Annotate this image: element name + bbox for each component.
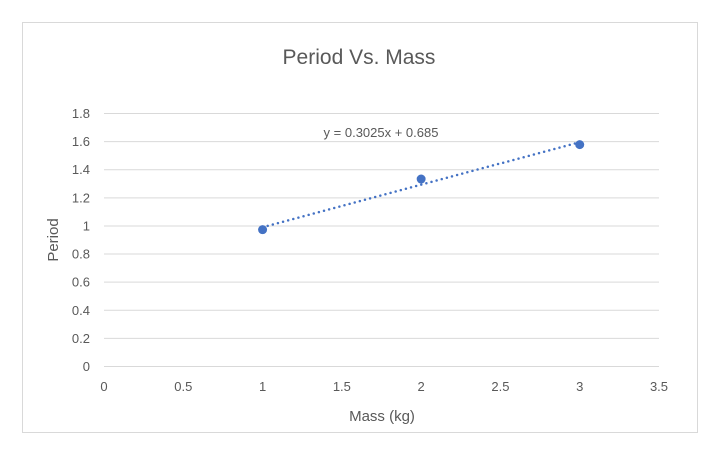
data-point	[575, 140, 585, 150]
y-tick-label: 0	[83, 359, 90, 374]
y-tick-label: 0.8	[72, 247, 90, 262]
x-tick-label: 0.5	[174, 379, 192, 394]
chart-title: Period Vs. Mass	[283, 46, 436, 69]
y-tick-label: 0.4	[72, 303, 90, 318]
x-tick-label: 3.5	[650, 379, 668, 394]
y-tick-label: 1.4	[72, 162, 90, 177]
y-tick-label: 1.2	[72, 190, 90, 205]
x-tick-label: 1.5	[333, 379, 351, 394]
y-tick-label: 0.2	[72, 331, 90, 346]
y-tick-label: 1	[83, 218, 90, 233]
x-tick-label: 2.5	[491, 379, 509, 394]
chart-area-border	[22, 22, 698, 433]
y-tick-label: 1.8	[72, 106, 90, 121]
y-tick-label: 0.6	[72, 275, 90, 290]
trendline-equation: y = 0.3025x + 0.685	[324, 125, 439, 140]
y-tick-label: 1.6	[72, 134, 90, 149]
trendline	[261, 140, 581, 229]
x-tick-label: 2	[418, 379, 425, 394]
x-axis-title: Mass (kg)	[349, 408, 415, 425]
y-axis-title: Period	[45, 218, 62, 261]
x-tick-label: 1	[259, 379, 266, 394]
x-tick-label: 3	[576, 379, 583, 394]
x-tick-label: 0	[100, 379, 107, 394]
data-point	[258, 225, 268, 235]
data-point	[416, 174, 426, 184]
